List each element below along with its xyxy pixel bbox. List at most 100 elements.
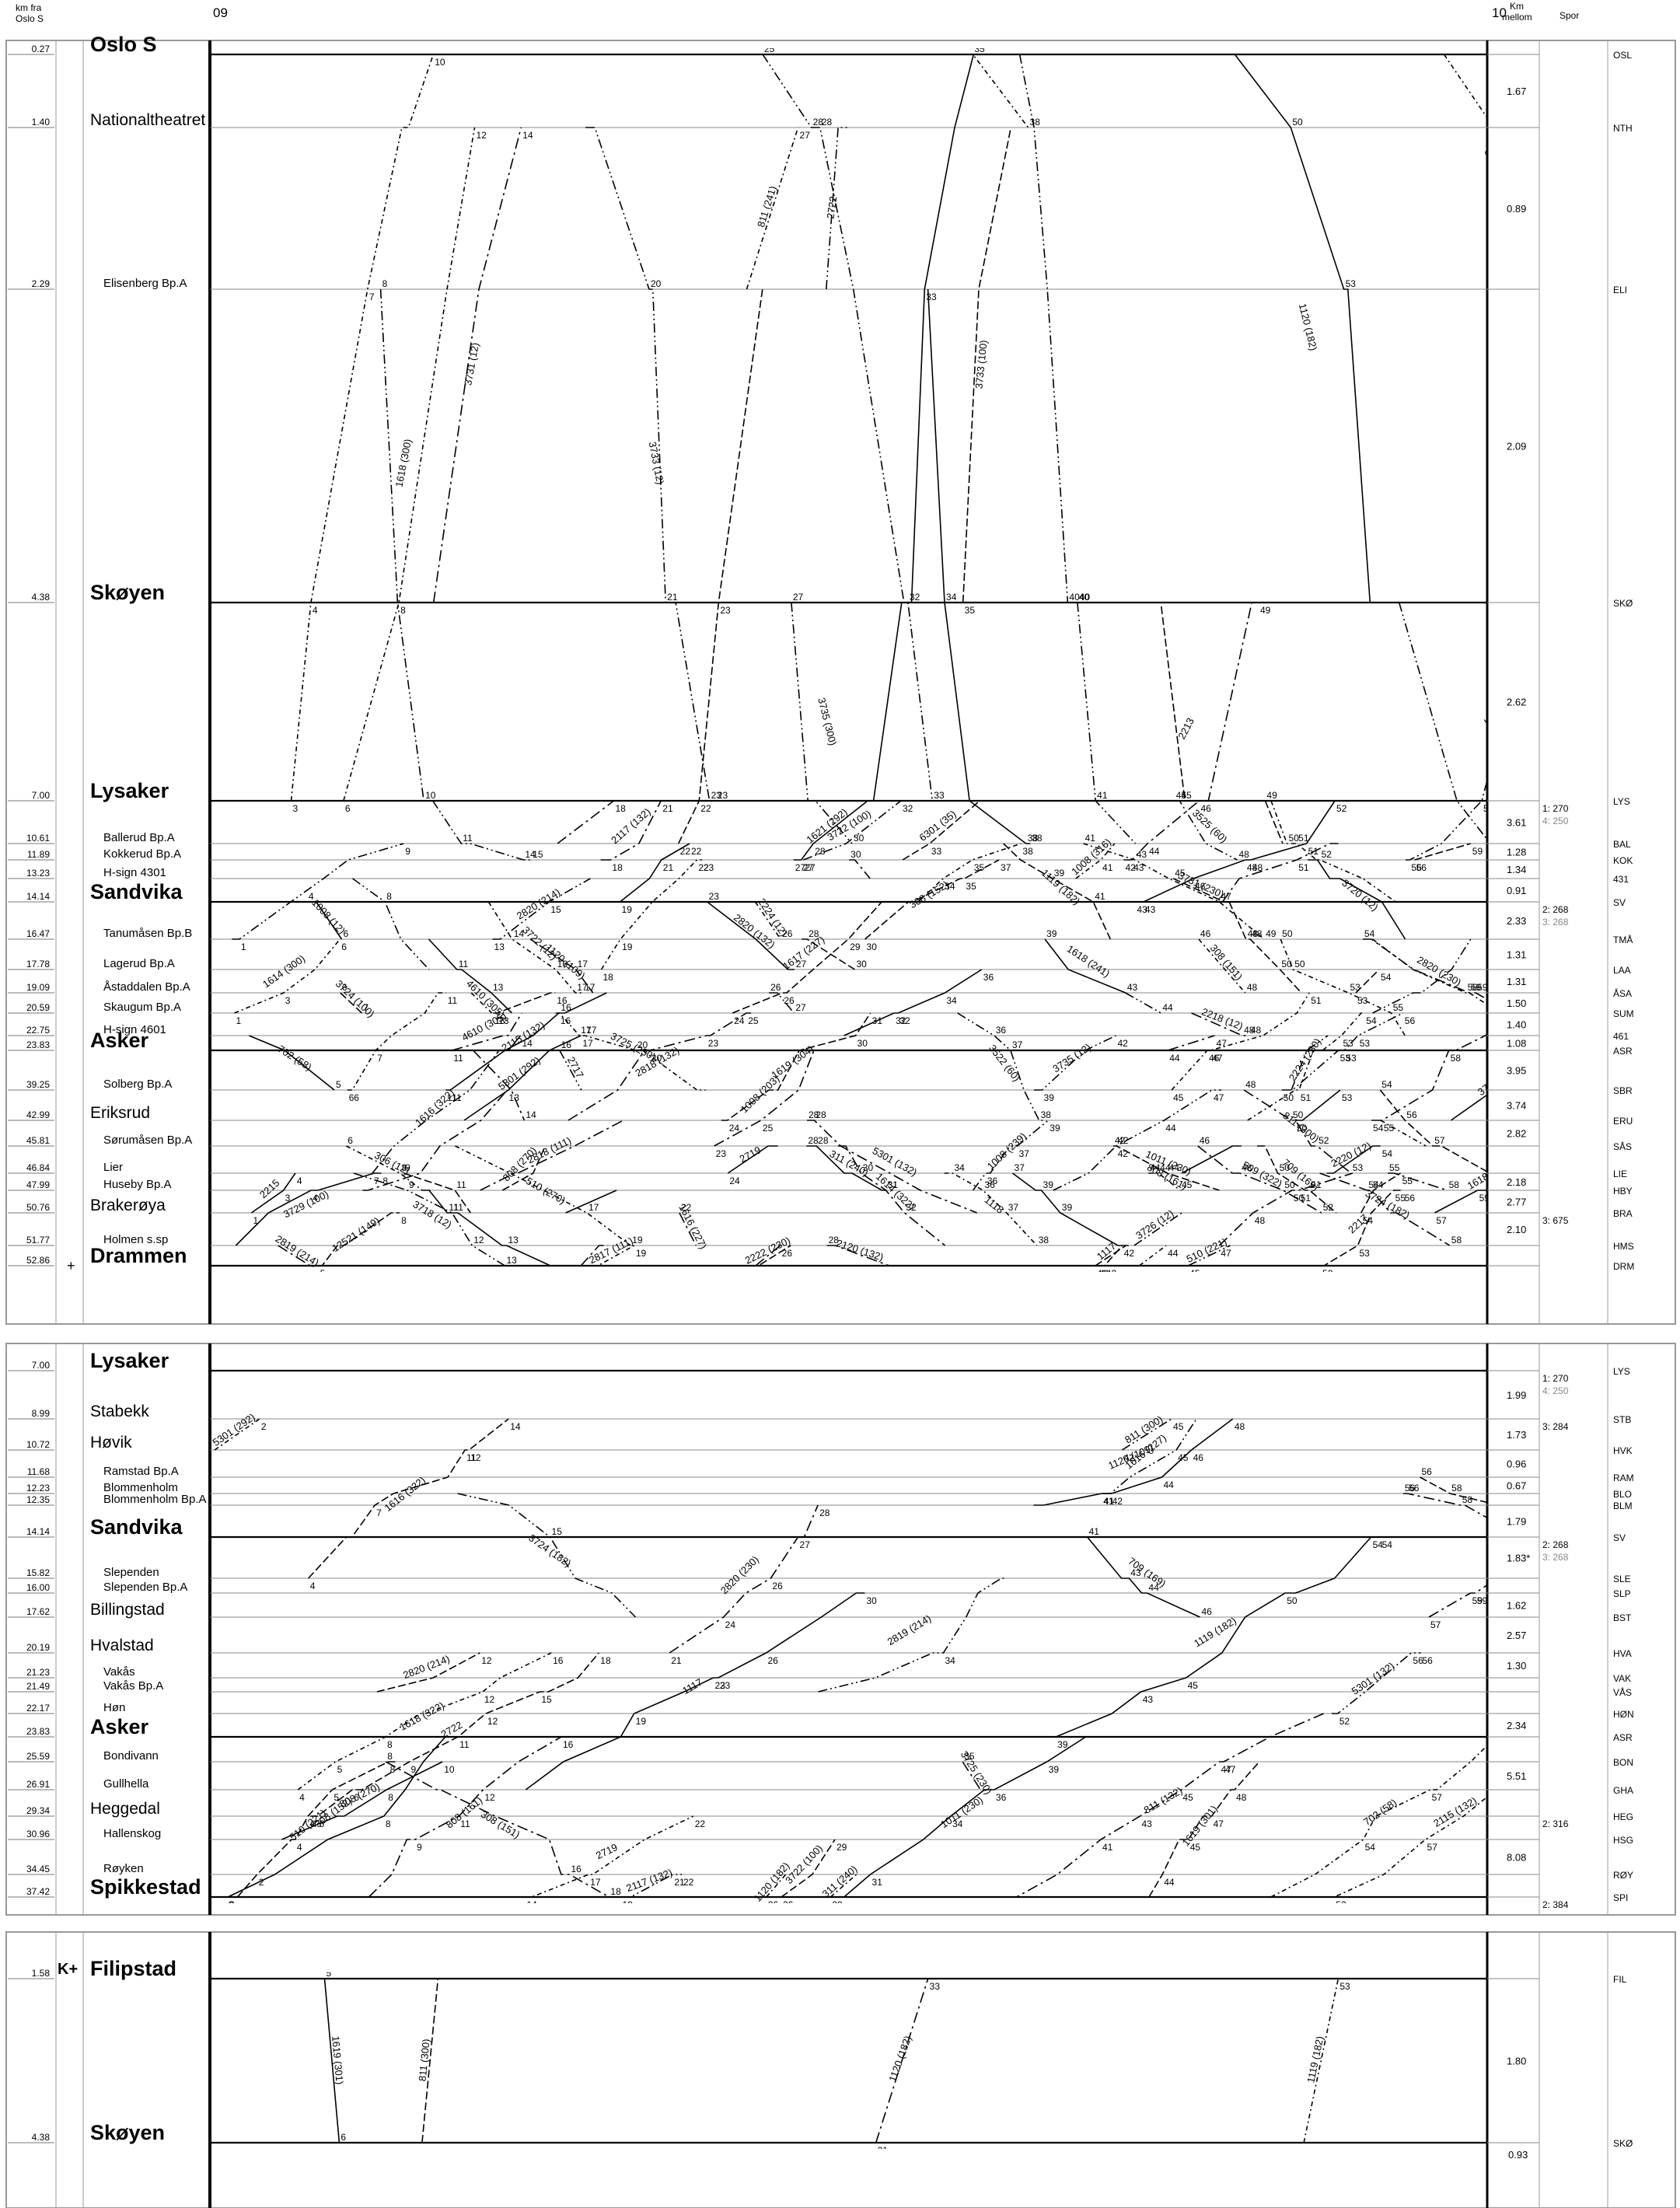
station-name: H-sign 4301 [103, 866, 166, 879]
minute-label: 42 [1115, 1135, 1126, 1146]
minute-label: 18 [600, 1655, 611, 1666]
km-header-line2: Oslo S [16, 13, 44, 24]
minute-label: 4 [309, 1818, 315, 1829]
minute-label: 6 [341, 942, 347, 952]
train-path [559, 1050, 582, 1091]
station-name: Skøyen [90, 581, 165, 604]
minute-label: 46 [1193, 1452, 1204, 1463]
train-number-label: 702 (58) [276, 1043, 314, 1073]
km-between-header-2: mellom [1502, 12, 1532, 23]
train-path [1086, 1536, 1200, 1618]
train-path [529, 938, 594, 994]
minute-label: 46 [1202, 1606, 1213, 1617]
minute-label: 43 [1127, 982, 1138, 993]
minute-label: 44 [1163, 1480, 1174, 1490]
station-km: 11.68 [27, 1466, 50, 1477]
train-path [1450, 1094, 1487, 1121]
km-between: 1.31 [1507, 976, 1526, 987]
station-km: 22.17 [26, 1703, 50, 1714]
train-path [306, 901, 343, 940]
minute-label: 50 [1284, 1179, 1295, 1190]
station-km: 29.34 [26, 1805, 50, 1816]
minute-label: 26 [782, 1248, 793, 1259]
station-km: 23.83 [26, 1726, 50, 1737]
km-between-header-1: Km [1510, 1, 1524, 12]
minute-label: 59 [1471, 982, 1482, 993]
train-path [487, 901, 584, 994]
minute-label: 47 [1217, 1038, 1228, 1049]
train-path [421, 1978, 439, 2143]
train-number-label: 5301 (292) [496, 1054, 543, 1092]
minute-label: 36 [996, 1792, 1007, 1803]
minute-label: 41 [1102, 1842, 1113, 1853]
km-between: 0.67 [1507, 1480, 1526, 1492]
minute-label: 8 [401, 1162, 407, 1173]
train-path [1053, 1089, 1221, 1191]
km-between: 1.79 [1507, 1516, 1526, 1528]
train-path [1406, 777, 1487, 861]
minute-label: 42 [1106, 1268, 1117, 1279]
station-km: 46.84 [26, 1162, 50, 1173]
km-between: 1.62 [1507, 1600, 1526, 1612]
km-between: 0.91 [1507, 885, 1526, 896]
minute-label: 62 [1550, 1053, 1561, 1064]
minute-label: 16 [557, 959, 568, 969]
train-path [837, 1145, 946, 1246]
minute-label: 16 [571, 1864, 582, 1874]
minute-label: 44 [1164, 1877, 1175, 1888]
train-path [867, 54, 975, 802]
km-between: 1.08 [1507, 1038, 1526, 1050]
minute-label: 27 [803, 862, 814, 873]
minute-label: 15 [552, 1526, 563, 1537]
minute-label: 20 [651, 1053, 662, 1064]
minute-label: 53 [1339, 1981, 1350, 1992]
minute-label: 23 [720, 605, 731, 616]
train-path [1326, 1145, 1381, 1174]
minute-label: 48 [1236, 1792, 1247, 1803]
train-path [353, 1172, 505, 1266]
minute-label: 35 [974, 44, 985, 54]
train-path [1414, 843, 1472, 861]
minute-label: 46 [1195, 881, 1206, 892]
train-path [492, 878, 591, 940]
minute-label: 54 [1382, 1539, 1393, 1550]
station-name: Eriksrud [90, 1104, 150, 1122]
minute-label: 51 [1298, 862, 1309, 873]
train-number-label: 311 (240) [819, 1863, 859, 1899]
minute-label: 42 [1125, 862, 1136, 873]
minute-label: 15 [541, 1694, 552, 1705]
station-name: Slependen [103, 1566, 159, 1579]
train-number-label: 702 (58) [1361, 1797, 1399, 1828]
station-code: BAL [1613, 839, 1631, 850]
minute-label: 10 [425, 790, 436, 801]
km-between: 5.51 [1507, 1770, 1526, 1782]
train-path [762, 54, 934, 802]
train-number-label: 2120 (132) [835, 1237, 885, 1263]
minute-label: 32 [903, 803, 913, 814]
train-path [323, 1978, 341, 2143]
station-name: Røyken [103, 1862, 144, 1875]
minute-label: 48 [1242, 1162, 1252, 1173]
train-path [343, 127, 476, 802]
minute-label: 30 [854, 833, 864, 844]
minute-label: 17 [590, 1877, 601, 1888]
minute-label: 17 [577, 982, 588, 993]
minute-label: 22 [695, 1818, 706, 1829]
km-between: 1.99 [1507, 1389, 1526, 1401]
minute-label: 43 [1137, 904, 1147, 915]
train-number-label: 3735 (12) [1050, 1041, 1093, 1074]
train-path [1398, 602, 1487, 841]
minute-label: 8 [401, 1215, 407, 1226]
minute-label: 18 [615, 803, 626, 814]
train-path [1243, 1089, 1352, 1174]
train-path [1148, 1172, 1181, 1191]
train-number-label: 2717 [565, 1055, 586, 1081]
minute-label: 21 [674, 1877, 685, 1888]
minute-label: 1 [241, 942, 246, 952]
station-code: SÅS [1613, 1141, 1632, 1152]
minute-label: 5 [319, 1818, 324, 1829]
minute-label: 23 [711, 790, 722, 801]
station-name: Filipstad [90, 1957, 176, 1980]
